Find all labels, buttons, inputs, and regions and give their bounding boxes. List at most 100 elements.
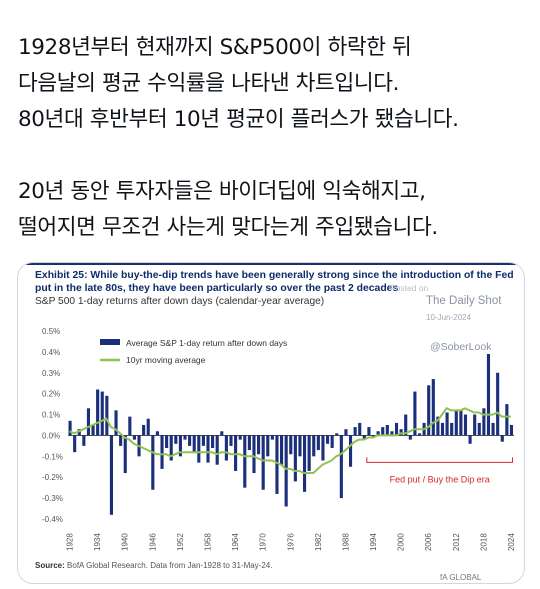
data-bar: [450, 422, 454, 436]
data-bar: [353, 427, 357, 436]
data-bar: [344, 429, 348, 436]
data-bar: [367, 427, 371, 436]
data-bar: [312, 435, 316, 457]
data-bar: [211, 435, 215, 448]
y-tick-label: -0.1%: [42, 452, 63, 461]
data-bar: [257, 435, 261, 455]
data-bar: [509, 425, 514, 436]
tweet-text: 1928년부터 현재까지 S&P500이 하락한 뒤 다음날의 평균 수익률을 …: [18, 30, 528, 246]
data-bar: [123, 435, 127, 474]
data-bar: [413, 391, 417, 436]
exhibit-title: Exhibit 25: While buy-the-dip trends hav…: [35, 270, 514, 294]
y-tick-label: -0.3%: [42, 494, 63, 503]
data-bar: [266, 435, 270, 457]
data-bar: [459, 410, 463, 436]
source-text: BofA Global Research. Data from Jan-1928…: [67, 561, 273, 570]
y-tick-label: 0.4%: [42, 348, 60, 357]
data-bar: [146, 418, 150, 436]
y-tick-label: 0.3%: [42, 369, 60, 378]
data-bar: [96, 389, 100, 436]
data-bar: [463, 414, 468, 436]
data-bar: [408, 435, 412, 440]
data-bar: [132, 435, 136, 440]
figure-top-rule: [18, 263, 524, 265]
data-bar: [183, 435, 187, 440]
data-bar: [114, 410, 118, 436]
data-bar: [165, 435, 169, 448]
data-bar: [86, 408, 91, 436]
data-bar: [224, 435, 228, 461]
y-tick-label: -0.2%: [42, 473, 63, 482]
annotation-bracket: [366, 457, 514, 463]
data-bar: [215, 435, 219, 465]
data-bar: [247, 435, 251, 451]
data-bar: [339, 435, 343, 499]
tweet-image[interactable]: Exhibit 25: While buy-the-dip trends hav…: [17, 262, 525, 584]
y-tick-label: 0.5%: [42, 327, 60, 336]
data-bar: [220, 431, 224, 436]
data-bar: [358, 422, 362, 436]
data-bar: [280, 435, 284, 465]
x-tick-label: 1964: [231, 533, 240, 551]
data-bar: [417, 433, 422, 436]
legend-line-label: 10yr moving average: [126, 355, 206, 365]
data-bar: [330, 435, 334, 448]
legend-bar-swatch: [100, 339, 120, 345]
data-bar: [82, 435, 86, 446]
data-bar: [73, 435, 77, 453]
data-bar: [160, 435, 164, 469]
watermark-date: 10-Jun-2024: [426, 313, 471, 322]
data-bar: [491, 422, 495, 436]
data-bar: [155, 431, 159, 436]
data-bar: [496, 372, 500, 436]
data-bar: [399, 429, 403, 436]
legend-bar-label: Average S&P 1-day return after down days: [126, 338, 287, 348]
source-label: Source:: [35, 561, 65, 570]
watermark-posted: Posted on: [390, 283, 429, 293]
data-bar: [302, 435, 307, 492]
data-bar: [486, 353, 491, 436]
data-bar: [105, 395, 109, 436]
tweet-line: 80년대 후반부터 10년 평균이 플러스가 됐습니다.: [18, 107, 459, 132]
data-bar: [275, 435, 279, 494]
data-bar: [500, 435, 504, 442]
x-tick-label: 1940: [121, 533, 130, 551]
data-bar: [284, 435, 288, 507]
moving-average-line: [69, 407, 511, 474]
data-bar: [91, 425, 95, 436]
data-bar: [100, 391, 104, 436]
y-tick-label: -0.4%: [42, 515, 63, 524]
data-bar: [197, 435, 201, 463]
tweet-line: 다음날의 평균 수익률을 나타낸 차트입니다.: [18, 71, 400, 96]
x-tick-label: 1952: [176, 533, 185, 551]
data-bar: [252, 435, 256, 474]
data-bar: [68, 420, 72, 436]
x-tick-label: 1946: [148, 533, 157, 551]
data-bar: [482, 408, 486, 436]
watermark-site: The Daily Shot: [426, 295, 502, 307]
data-bar: [119, 435, 123, 446]
bar-chart: 0.5% 0.4% 0.3% 0.2% 0.1% 0.0% -0.1% -0.2% -0.3% -…: [42, 327, 516, 551]
data-bar: [385, 425, 389, 436]
watermark-handle: @SoberLook: [430, 341, 492, 353]
data-bar: [142, 425, 146, 436]
data-bar: [307, 435, 311, 471]
data-bar: [298, 435, 302, 457]
data-bar: [348, 435, 353, 467]
data-bar: [169, 435, 173, 461]
x-tick-label: 1928: [66, 533, 75, 551]
data-bar: [178, 435, 182, 457]
data-bar: [77, 429, 81, 436]
x-tick-label: 2012: [452, 533, 461, 551]
x-tick-label: 1982: [314, 533, 323, 551]
data-bar: [229, 435, 233, 446]
x-tick-label: 1994: [369, 533, 378, 551]
tweet-line: 1928년부터 현재까지 S&P500이 하락한 뒤: [18, 35, 412, 60]
data-bar: [468, 435, 472, 444]
data-bar: [473, 414, 477, 436]
data-bar: [261, 435, 265, 490]
x-tick-label: 2018: [479, 533, 488, 551]
x-tick-label: 1934: [93, 533, 102, 551]
y-tick-label: 0.1%: [42, 411, 60, 420]
tweet-line: 20년 동안 투자자들은 바이더딥에 익숙해지고,: [18, 179, 426, 204]
